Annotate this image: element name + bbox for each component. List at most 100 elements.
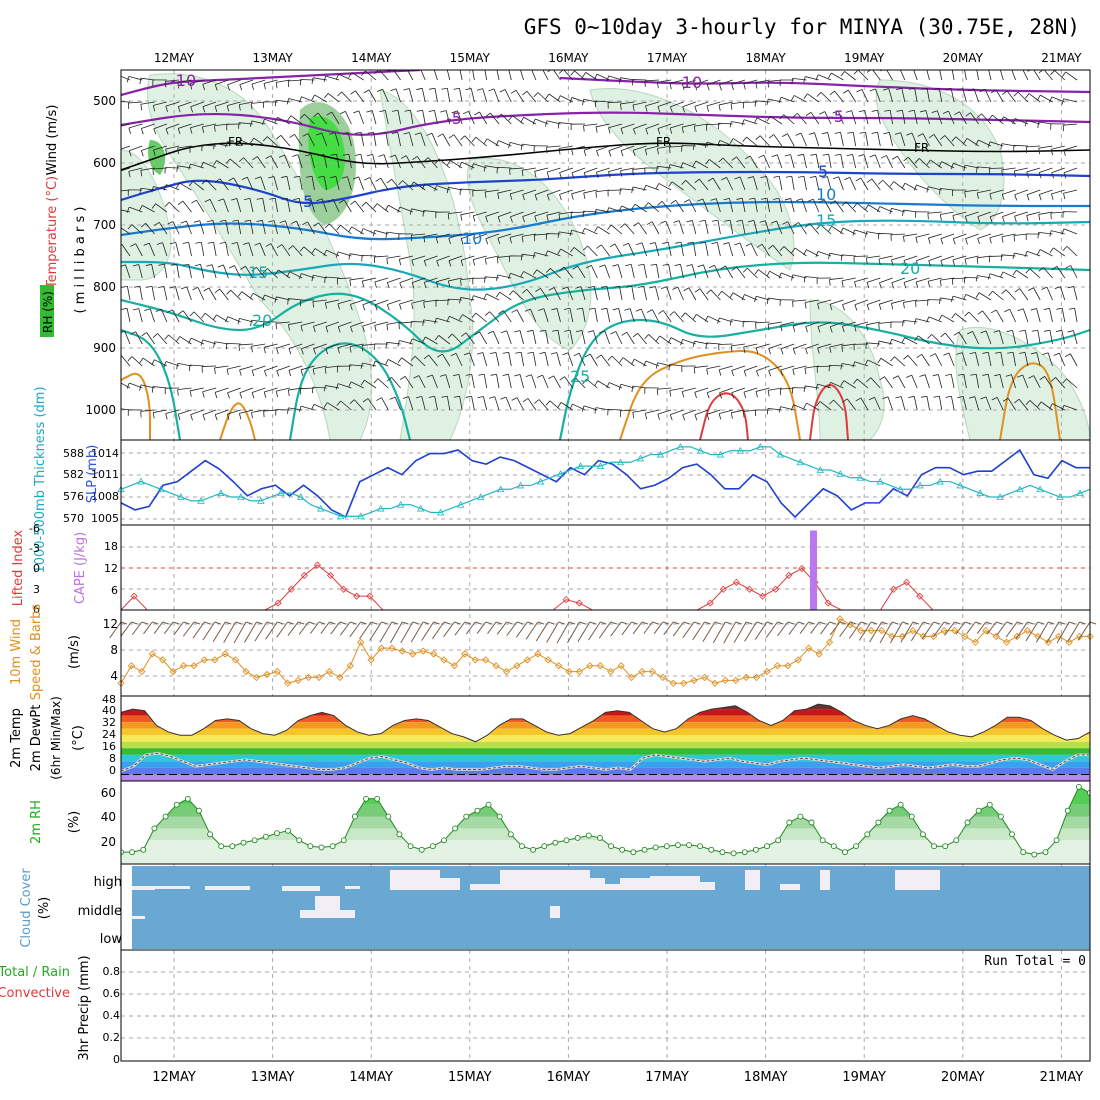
upper-barb-578 [558, 122, 573, 125]
upper-barb-125 [202, 365, 217, 367]
upper-barb-flag-915 [821, 132, 828, 135]
upper-barb-561 [548, 93, 561, 103]
upper-barb-746 [688, 287, 697, 301]
upper-barb-flag-1202 [1037, 121, 1040, 129]
upper-barb-213 [286, 176, 291, 191]
upper-barb-137 [223, 264, 229, 279]
wind10-barb-21 [330, 621, 341, 635]
upper-barb-533 [522, 189, 537, 195]
temp-band-7 [121, 748, 1090, 755]
upper-barb-825 [747, 267, 758, 279]
thickness-point-44 [556, 470, 565, 477]
date-bottom-13MAY: 13MAY [251, 1070, 295, 1085]
wind10-barb-78 [921, 621, 935, 640]
upper-barb-flag-1244 [1067, 330, 1074, 333]
upper-barb-flag-492 [487, 330, 494, 335]
upper-barb-flag-928 [827, 72, 832, 79]
wind10-barb-tick-20 [329, 621, 336, 625]
wind10-barb-tick-18 [308, 621, 315, 625]
upper-barb-771 [706, 141, 721, 147]
upper-barb-537 [523, 271, 537, 279]
upper-barb-flag-697 [650, 263, 657, 266]
wind10-barb-tick-9 [214, 621, 221, 625]
upper-barb-214 [286, 198, 291, 213]
upper-barb-flag-1048 [915, 260, 919, 267]
upper-barb-flag-615 [581, 228, 585, 234]
upper-barb-243 [307, 133, 315, 147]
upper-barb-945 [847, 89, 857, 103]
upper-barb-flag-187 [250, 320, 252, 327]
upper-barb-flag-700 [644, 334, 649, 340]
upper-barb-flag-970 [854, 304, 858, 311]
upper-barb-29 [131, 356, 143, 367]
upper-barb-flag-601 [572, 265, 578, 270]
upper-barb-232 [292, 245, 303, 257]
upper-barb-443 [449, 315, 463, 323]
upper-barb-1036 [904, 337, 918, 345]
upper-barb-1233 [1063, 98, 1078, 103]
upper-barb-flag-931 [834, 131, 841, 134]
upper-barb-772 [709, 159, 721, 169]
upper-barb-897 [807, 93, 820, 103]
wind10-barb-tick-78 [933, 621, 940, 625]
upper-barb-flag-162 [238, 122, 240, 129]
upper-barb-flag-1242 [1067, 286, 1074, 289]
upper-barb-585 [563, 266, 574, 279]
upper-barb-flag-129 [214, 106, 218, 113]
upper-barb-727 [678, 220, 684, 235]
cloud-layer-middle: middle [78, 904, 122, 919]
upper-barb-220 [276, 343, 291, 349]
upper-barb-961 [861, 89, 869, 103]
upper-barb-flag-276 [330, 153, 337, 156]
upper-barb-543 [527, 398, 537, 411]
rh-point-0 [121, 849, 124, 856]
precip-tick-0.2: 0.2 [103, 1031, 121, 1044]
upper-barb-flag-243 [302, 133, 309, 137]
wind10-barb-10 [212, 621, 226, 643]
upper-barb-flag-2 [116, 127, 117, 133]
upper-barb-flag-527 [511, 397, 518, 401]
upper-barb-flag-174 [239, 392, 243, 399]
upper-barb-flag-1213 [1042, 352, 1049, 355]
upper-barb-flag-549 [534, 194, 538, 201]
upper-barb-258 [317, 112, 328, 125]
upper-barb-flag-34 [140, 128, 144, 135]
wind10-point-80 [950, 626, 959, 635]
upper-barb-flag-323 [367, 131, 374, 134]
upper-barb-flag-166 [243, 197, 251, 201]
upper-barb-1134 [987, 374, 992, 389]
upper-barb-flag-325 [364, 177, 370, 181]
upper-barb-flag-637 [596, 354, 602, 359]
upper-barb-flag-92 [176, 336, 181, 342]
upper-barb-1049 [915, 277, 930, 283]
upper-barb-flag-1229 [1053, 352, 1060, 356]
upper-barb-flag-978 [871, 109, 878, 112]
wind10-point-56 [700, 673, 709, 682]
upper-barb-flag-589 [562, 352, 569, 356]
upper-barb-flag-502 [497, 216, 501, 223]
upper-barb-1029 [904, 182, 918, 191]
upper-barb-flag-757 [694, 178, 700, 184]
upper-barb-788 [722, 157, 733, 169]
upper-barb-flag-1098 [950, 296, 954, 303]
temp-band-11 [121, 774, 1090, 781]
upper-barb-208 [276, 79, 290, 83]
upper-barb-flag-102 [191, 199, 197, 204]
upper-barb-1143 [989, 233, 1004, 239]
upper-barb-1074 [948, 110, 955, 125]
upper-barb-503 [497, 233, 512, 239]
upper-barb-605 [578, 353, 586, 367]
upper-barb-1182 [1022, 374, 1029, 389]
upper-barb-flag-59 [155, 308, 162, 312]
upper-barb-flag-993 [882, 88, 889, 91]
upper-barb-flag-512 [514, 67, 520, 69]
upper-barb-948 [852, 154, 857, 169]
upper-barb-287 [327, 402, 340, 411]
upper-barb-990 [870, 377, 881, 389]
upper-barb-flag-231 [290, 220, 297, 224]
upper-barb-flag-680 [636, 242, 643, 246]
upper-barb-344 [374, 255, 389, 258]
upper-barb-flag-134 [217, 198, 224, 202]
upper-barb-flag-1086 [945, 373, 952, 376]
upper-barb-1135 [985, 396, 992, 411]
